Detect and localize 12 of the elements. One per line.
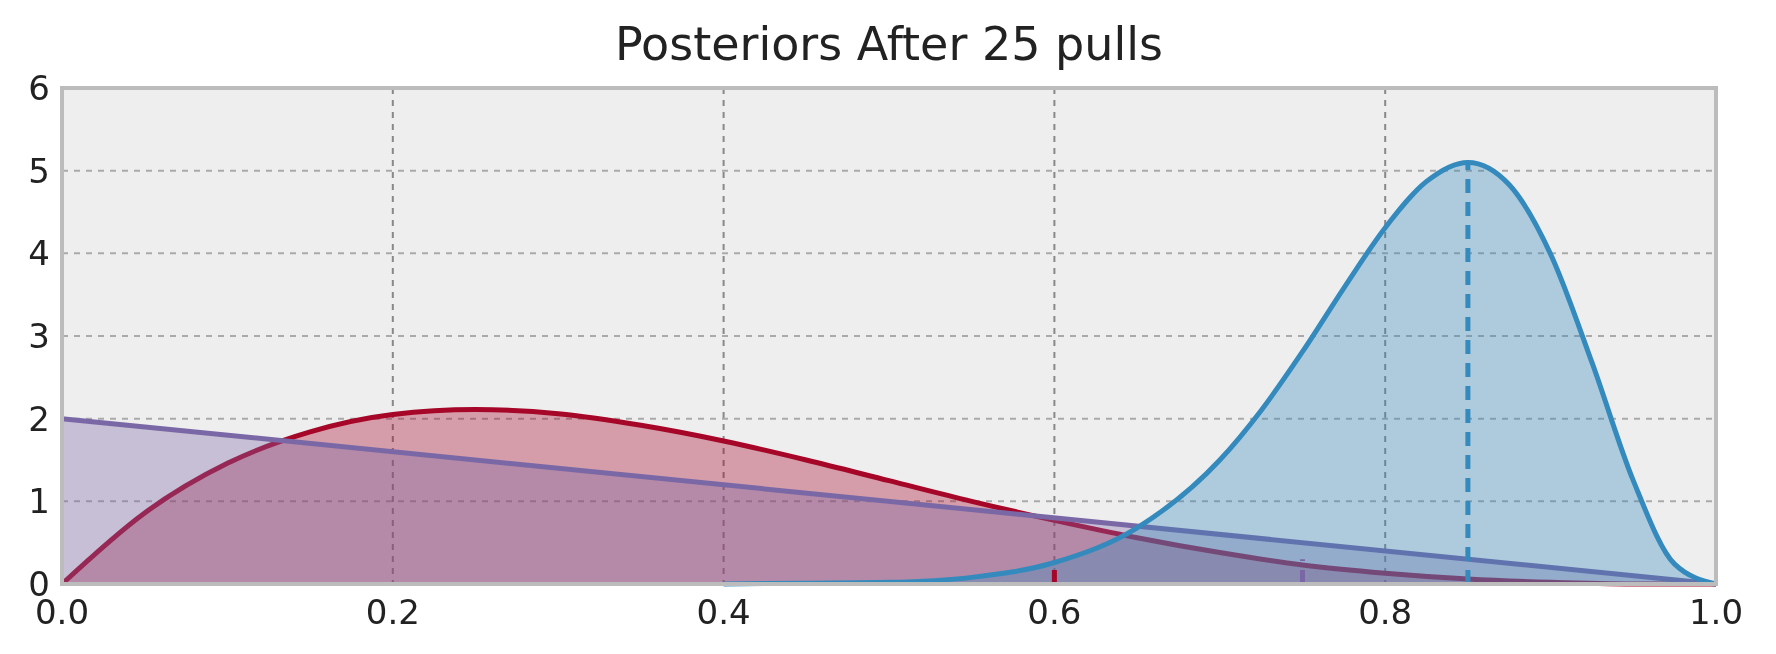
x-tick-label: 1.0 bbox=[1688, 592, 1744, 632]
x-tick-label: 0.4 bbox=[696, 592, 751, 632]
chart-title: Posteriors After 25 pulls bbox=[614, 17, 1164, 71]
y-tick-label: 5 bbox=[28, 150, 50, 191]
y-tick-label: 2 bbox=[28, 398, 50, 439]
x-tick-label: 0.8 bbox=[1358, 592, 1413, 632]
y-tick-label: 4 bbox=[28, 233, 50, 274]
y-tick-label: 1 bbox=[28, 481, 50, 522]
y-tick-label: 3 bbox=[28, 315, 50, 356]
x-tick-label: 0.6 bbox=[1027, 592, 1082, 632]
y-tick-label: 6 bbox=[28, 67, 50, 108]
x-tick-label: 0.2 bbox=[365, 592, 420, 632]
